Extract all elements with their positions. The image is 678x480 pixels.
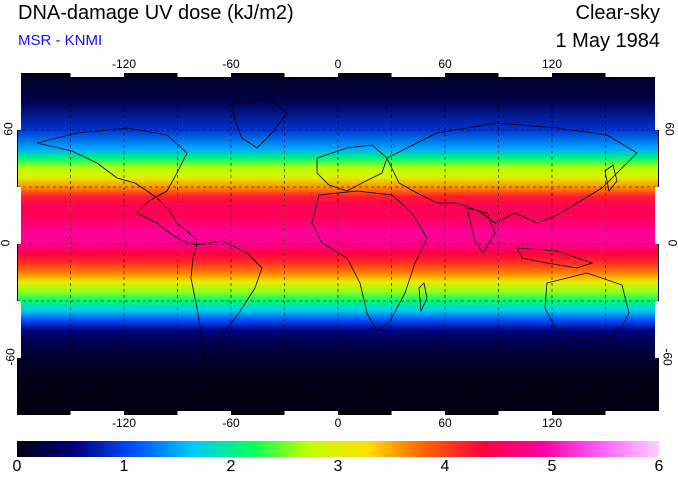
edge-tick [17, 301, 21, 358]
colorbar [17, 441, 659, 457]
lon-label-top: 120 [541, 57, 563, 71]
south-america-outline [190, 240, 263, 375]
edge-tick [655, 187, 659, 244]
antarctica-outline [17, 390, 659, 400]
edge-tick [177, 411, 231, 415]
colorbar-tick-label: 4 [440, 458, 450, 475]
africa-outline [311, 190, 428, 332]
edge-tick [605, 411, 659, 415]
colorbar-tick-label: 0 [12, 458, 22, 475]
madagascar-outline [418, 282, 428, 313]
edge-tick [605, 73, 659, 77]
lon-label-bottom: 0 [334, 416, 342, 430]
graticule [17, 73, 659, 415]
japan-outline [604, 164, 618, 192]
lon-label-top: -120 [111, 57, 137, 71]
map-canvas [17, 73, 659, 415]
edge-tick [391, 73, 445, 77]
lon-label-top: 0 [334, 57, 342, 71]
edge-tick [655, 301, 659, 358]
lat-label-right: 0 [666, 240, 678, 247]
edge-tick [498, 411, 552, 415]
lat-label-left: -60 [3, 348, 18, 366]
uv-dose-map [17, 73, 659, 415]
lon-label-bottom: -120 [111, 416, 137, 430]
indonesia-outline [516, 247, 594, 269]
colorbar-tick-label: 2 [226, 458, 236, 475]
colorbar-tick-label: 6 [654, 458, 664, 475]
asia-outline [386, 122, 638, 224]
lon-label-bottom: -60 [222, 416, 240, 430]
edge-ticks [17, 73, 659, 415]
colorbar-tick-label: 1 [119, 458, 129, 475]
colorbar-tick-label: 5 [547, 458, 557, 475]
lat-label-right: 60 [662, 122, 677, 136]
edge-tick [17, 73, 21, 130]
lat-label-right: -60 [660, 348, 675, 366]
lon-label-bottom: 60 [438, 416, 452, 430]
coastlines [17, 100, 659, 400]
lat-label-left: 0 [0, 240, 12, 247]
edge-tick [391, 411, 445, 415]
edge-tick [17, 187, 21, 244]
north-america-outline [36, 127, 198, 246]
edge-tick [655, 73, 659, 130]
edge-tick [70, 73, 124, 77]
lon-label-top: 60 [438, 57, 452, 71]
india-outline [466, 207, 496, 254]
colorbar-tick-label: 3 [333, 458, 343, 475]
edge-tick [284, 411, 338, 415]
lon-label-bottom: 120 [541, 416, 563, 430]
edge-tick [70, 411, 124, 415]
date-label: 1 May 1984 [555, 30, 660, 52]
sky-condition-label: Clear-sky [575, 2, 660, 24]
data-source-label: MSR - KNMI [18, 32, 103, 49]
edge-tick [284, 73, 338, 77]
lat-label-left: 60 [1, 122, 16, 136]
lon-label-top: -60 [222, 57, 240, 71]
europe-outline [316, 144, 388, 192]
edge-tick [498, 73, 552, 77]
greenland-outline [231, 100, 288, 149]
map-title: DNA-damage UV dose (kJ/m2) [18, 2, 294, 24]
australia-outline [544, 272, 630, 342]
edge-tick [177, 73, 231, 77]
